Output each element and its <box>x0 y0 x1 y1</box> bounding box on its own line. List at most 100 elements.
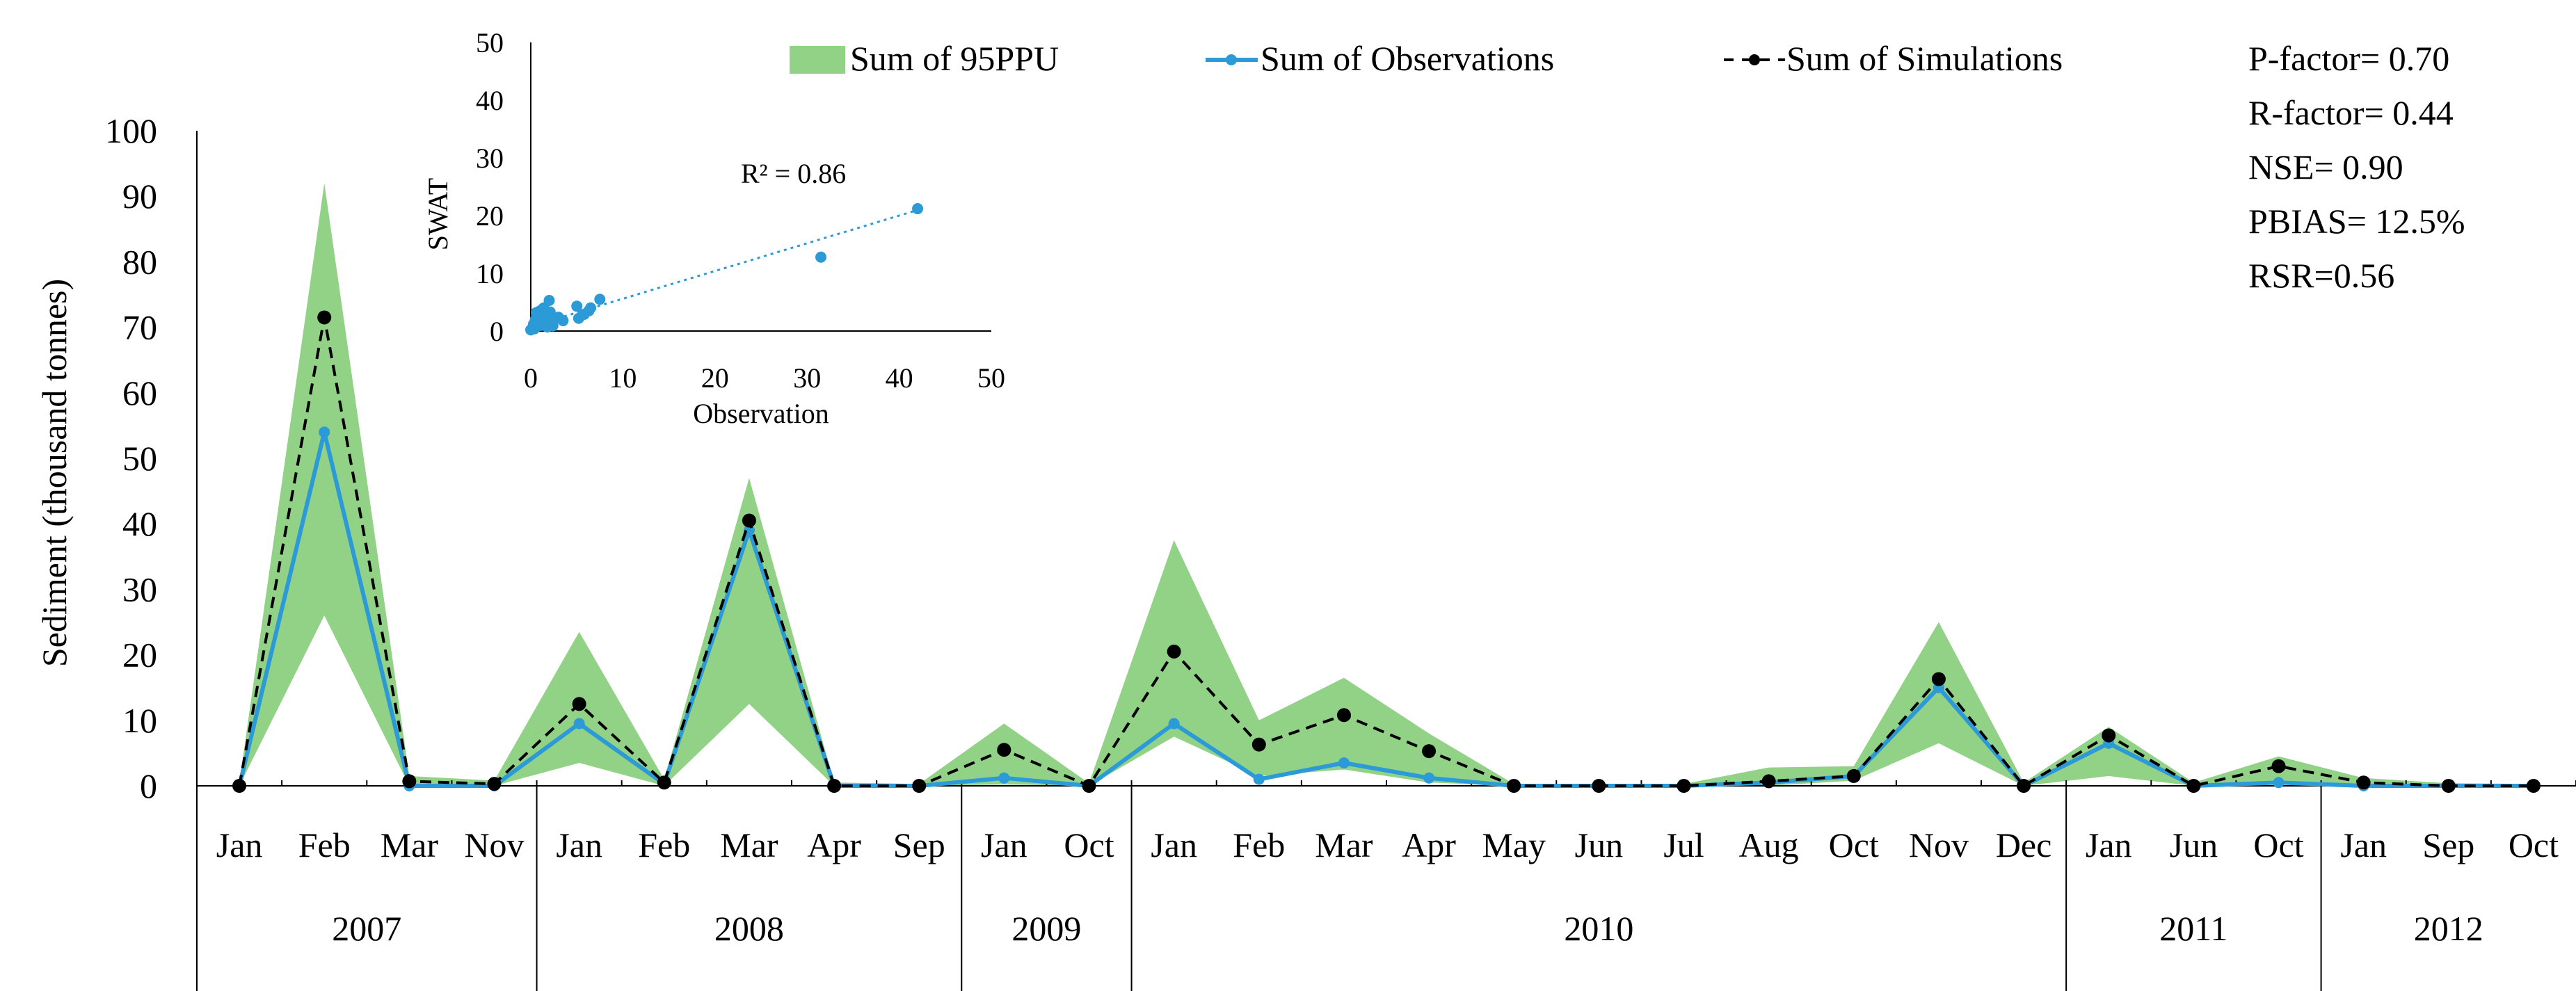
category-label: Jul <box>1663 825 1704 864</box>
y-tick-label: 10 <box>122 701 157 740</box>
inset-point <box>585 302 597 314</box>
simulation-point <box>2186 779 2201 793</box>
observations-line <box>237 430 2534 788</box>
inset-y-tick-label: 40 <box>476 85 504 116</box>
y-tick-label: 20 <box>122 636 157 675</box>
category-label: Mar <box>720 825 778 864</box>
category-label: Mar <box>1315 825 1373 864</box>
category-label: Jan <box>2340 825 2387 864</box>
category-label: Sep <box>893 825 945 864</box>
y-tick-label: 40 <box>122 504 157 543</box>
category-label: Jan <box>1151 825 1197 864</box>
simulations-line <box>238 317 2534 788</box>
inset-y-label: SWAT <box>422 178 454 250</box>
inset-point <box>543 295 555 307</box>
inset-x-tick-label: 30 <box>793 362 821 394</box>
legend-obs-label: Sum of Observations <box>1261 39 1554 78</box>
year-label: 2009 <box>1011 909 1081 948</box>
p-factor: P-factor= 0.70 <box>2248 39 2449 78</box>
category-label: Dec <box>1996 825 2052 864</box>
observation-point <box>573 718 585 730</box>
legend-obs-marker <box>1226 54 1237 65</box>
inset-y-tick-label: 0 <box>490 316 504 347</box>
simulation-point <box>2017 779 2031 793</box>
inset-point <box>557 315 569 327</box>
simulation-point <box>1507 779 1521 793</box>
category-label: Oct <box>1064 825 1114 864</box>
inset-x-tick-label: 40 <box>886 362 913 394</box>
category-label: Apr <box>1402 825 1456 864</box>
inset-y-tick-label: 50 <box>476 27 504 58</box>
category-label: May <box>1482 825 1546 864</box>
simulation-point <box>572 697 586 711</box>
year-label: 2007 <box>332 909 401 948</box>
inset-x-tick-labels: 0 10 20 30 40 50 <box>524 362 1005 394</box>
simulation-point <box>1251 737 1266 752</box>
inset-y-tick-label: 10 <box>476 258 504 289</box>
y-tick-label: 90 <box>122 177 157 216</box>
legend-sim-marker <box>1749 54 1760 65</box>
y-tick-label: 60 <box>122 373 157 412</box>
legend-band-label: Sum of 95PPU <box>850 39 1059 78</box>
inset-point <box>537 315 549 327</box>
observation-point <box>319 426 330 438</box>
y-tick-label: 50 <box>122 439 157 478</box>
category-label: Nov <box>1909 825 1969 864</box>
simulation-point <box>317 310 332 325</box>
category-label: Jan <box>2086 825 2132 864</box>
inset-point <box>594 293 606 305</box>
inset-x-tick-label: 20 <box>701 362 729 394</box>
category-label: Oct <box>2253 825 2303 864</box>
category-label: Jun <box>2170 825 2218 864</box>
simulation-point <box>487 777 502 791</box>
simulation-point <box>742 513 756 528</box>
category-label: Feb <box>638 825 690 864</box>
simulations-series <box>232 310 2541 793</box>
category-label: Feb <box>298 825 351 864</box>
category-label: Oct <box>1829 825 1879 864</box>
simulation-point <box>2526 779 2541 793</box>
category-label: Jan <box>981 825 1027 864</box>
category-label: Mar <box>381 825 439 864</box>
observation-point <box>1338 757 1350 769</box>
simulation-point <box>2102 728 2116 743</box>
rsr: RSR=0.56 <box>2248 256 2394 295</box>
category-labels: Jan Feb Mar Nov Jan Feb Mar Apr Sep Jan Oct Jan Feb M… <box>216 825 2559 864</box>
category-label: Aug <box>1739 825 1799 864</box>
y-axis-label: Sediment (thousand tonnes) <box>35 279 74 667</box>
year-label: 2012 <box>2414 909 2483 948</box>
y-tick-label: 30 <box>122 570 157 609</box>
simulation-point <box>2356 775 2371 790</box>
simulation-point <box>402 774 417 789</box>
category-label: Apr <box>807 825 861 864</box>
category-label: Feb <box>1233 825 1285 864</box>
inset-points <box>525 203 924 336</box>
simulation-point <box>1931 672 1946 686</box>
inset-point <box>912 203 924 215</box>
observation-point <box>2273 777 2285 789</box>
inset-point <box>815 251 827 263</box>
legend-sim-label: Sum of Simulations <box>1786 39 2063 78</box>
inset-x-tick-label: 0 <box>524 362 538 394</box>
observation-point <box>998 772 1010 784</box>
legend: Sum of 95PPU Sum of Observations Sum of … <box>790 39 2063 78</box>
inset-r2-label: R² = 0.86 <box>741 158 846 189</box>
simulation-point <box>1082 779 1096 793</box>
fit-statistics: P-factor= 0.70 R-factor= 0.44 NSE= 0.90 … <box>2248 39 2465 295</box>
simulation-point <box>1167 644 1181 659</box>
simulation-point <box>657 775 671 790</box>
simulation-point <box>1336 708 1351 723</box>
category-label: Nov <box>464 825 524 864</box>
inset-y-tick-labels: 0 10 20 30 40 50 <box>476 27 504 347</box>
y-tick-label: 80 <box>122 242 157 281</box>
category-label: Jun <box>1575 825 1623 864</box>
year-label: 2008 <box>714 909 784 948</box>
simulation-point <box>232 779 247 793</box>
simulation-point <box>1422 744 1437 759</box>
y-tick-label: 0 <box>140 766 157 805</box>
observation-point <box>1423 772 1435 784</box>
observation-point <box>1168 718 1180 730</box>
simulation-point <box>2271 759 2286 773</box>
simulation-point <box>1592 779 1606 793</box>
